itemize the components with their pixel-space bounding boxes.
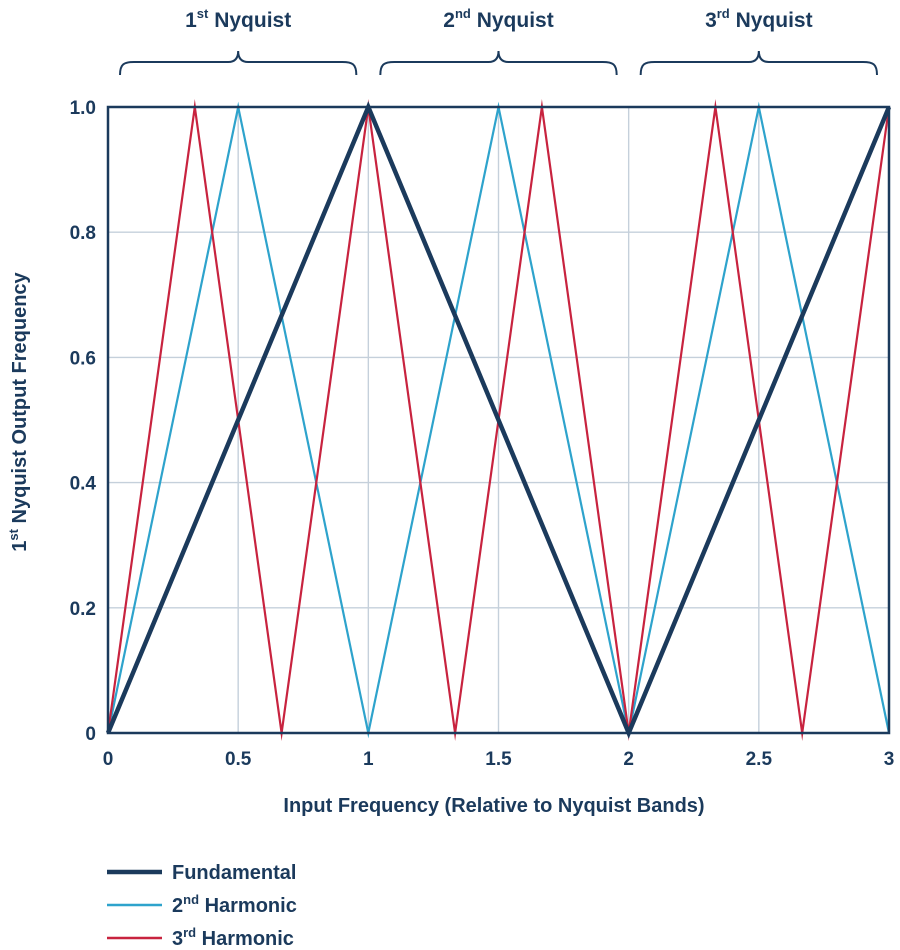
- plot-border: [106, 105, 891, 735]
- y-tick-label-4: 0.8: [70, 223, 96, 244]
- y-tick-label-0: 0: [85, 724, 96, 745]
- x-tick-label-4: 2: [623, 749, 634, 770]
- y-tick-label-1: 0.2: [70, 599, 96, 620]
- plot-frame: [106, 105, 891, 735]
- y-axis-title-base: 1: [9, 541, 31, 552]
- x-tick-label-5: 2.5: [746, 749, 773, 770]
- nyquist-band-brace-0: [119, 50, 358, 76]
- axis-titles: Input Frequency (Relative to Nyquist Ban…: [6, 271, 705, 817]
- y-tick-label-3: 0.6: [70, 348, 96, 369]
- nyquist-band-label-2: 3rd Nyquist: [705, 6, 813, 32]
- x-tick-label-0: 0: [103, 749, 114, 770]
- y-axis-title-rest: Nyquist Output Frequency: [9, 271, 31, 529]
- nyquist-band-label-1: 2nd Nyquist: [443, 6, 553, 32]
- y-axis-title-sup: st: [6, 528, 21, 540]
- legend: Fundamental 2nd Harmonic 3rd Harmonic: [107, 862, 297, 950]
- tick-labels: 0 0.5 1 1.5 2 2.5 3 0 0.2 0.4 0.6 0.8 1.0: [70, 98, 895, 770]
- x-axis-title: Input Frequency (Relative to Nyquist Ban…: [283, 795, 704, 817]
- series-line-0: [105, 101, 892, 739]
- y-tick-label-5: 1.0: [70, 98, 96, 119]
- x-tick-label-3: 1.5: [485, 749, 512, 770]
- x-tick-label-2: 1: [363, 749, 374, 770]
- legend-label-1: 2nd Harmonic: [172, 892, 297, 917]
- legend-label-2: 3rd Harmonic: [172, 925, 294, 950]
- nyquist-band-brace-2: [639, 50, 878, 76]
- x-tick-label-6: 3: [884, 749, 895, 770]
- nyquist-band-label-0: 1st Nyquist: [185, 6, 291, 32]
- nyquist-band-labels: 1st Nyquist 2nd Nyquist 3rd Nyquist: [119, 6, 878, 76]
- y-tick-label-2: 0.4: [70, 474, 97, 495]
- nyquist-band-brace-1: [379, 50, 618, 76]
- legend-label-0: Fundamental: [172, 862, 296, 884]
- y-axis-title: 1st Nyquist Output Frequency: [6, 271, 31, 551]
- x-tick-label-1: 0.5: [225, 749, 252, 770]
